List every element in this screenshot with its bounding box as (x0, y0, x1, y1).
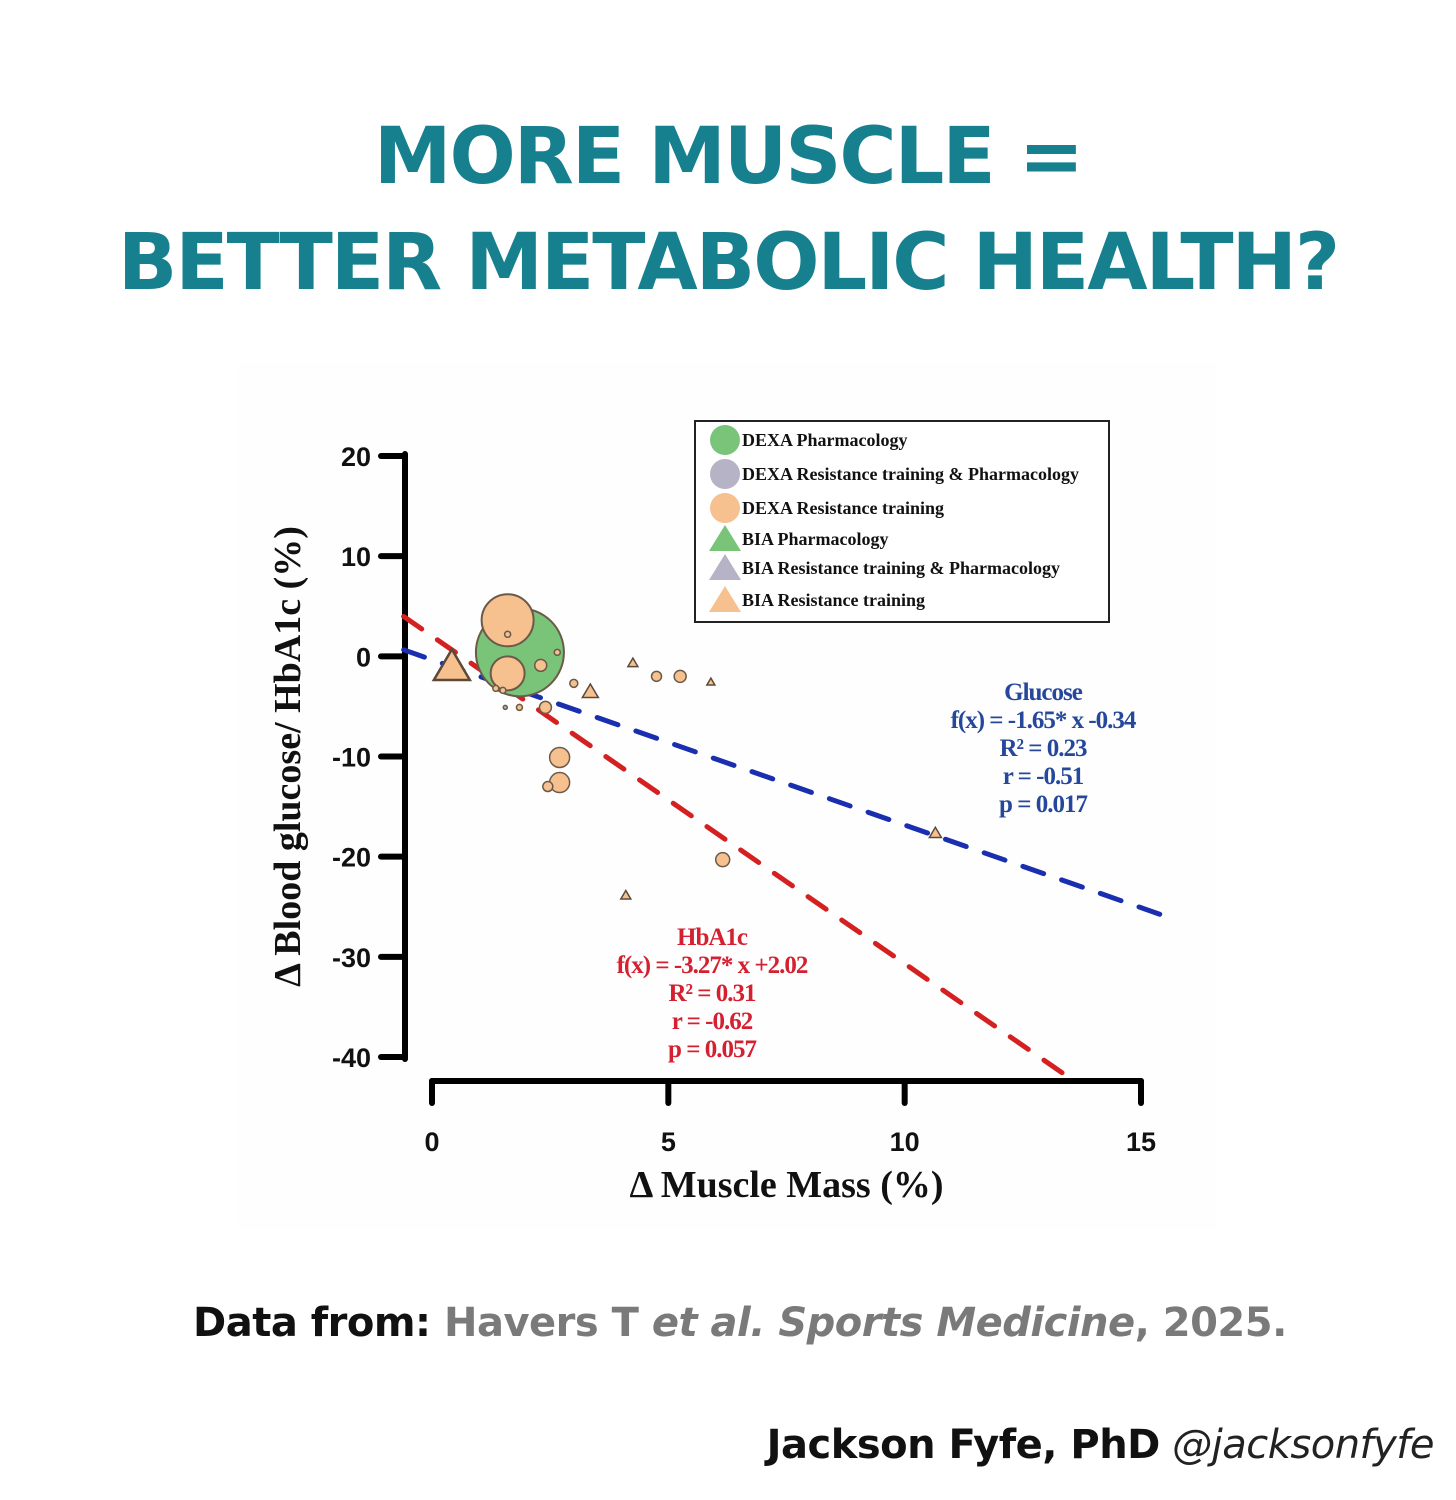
fit-annotation-hba1c-line: f(x) = -3.27* x +2.02 (617, 952, 808, 979)
scatter-chart: 20 10 0 -10 -20 -30 -40 0 5 10 15 Δ Muscle Mass (%)… (267, 420, 1172, 1206)
x-axis-title: Δ Muscle Mass (%) (629, 1164, 943, 1206)
source-authors: Havers T (443, 1300, 639, 1346)
legend-label: BIA Resistance training (742, 590, 925, 610)
chart-panel: 20 10 0 -10 -20 -30 -40 0 5 10 15 Δ Muscle Mass (%)… (238, 362, 1216, 1230)
legend-marker-circle (710, 493, 740, 523)
fit-annotation-hba1c-line: R² = 0.31 (668, 980, 756, 1007)
y-tick-label: -10 (332, 743, 371, 773)
source-year: , 2025. (1134, 1300, 1288, 1346)
legend-marker-triangle (709, 525, 741, 551)
credit-name: Jackson Fyfe, PhD (766, 1422, 1161, 1468)
data-point-triangle (619, 888, 633, 900)
legend-box (694, 420, 1110, 623)
data-point-circle (492, 684, 500, 693)
y-tick-label: 0 (356, 642, 371, 672)
author-credit: Jackson Fyfe, PhD @jacksonfyfe (766, 1422, 1435, 1468)
fit-annotation-glucose-line: f(x) = -1.65* x -0.34 (951, 707, 1137, 734)
y-axis-title: Δ Blood glucose/ HbA1c (%) (267, 526, 309, 987)
x-tick-label: 15 (1126, 1127, 1156, 1157)
fit-annotation-glucose-line: r = -0.51 (1003, 763, 1084, 790)
data-point-circle (673, 669, 687, 684)
data-point-circle (515, 703, 524, 712)
data-point-circle (499, 686, 507, 695)
data-point-circle (548, 746, 571, 769)
legend-label: DEXA Pharmacology (742, 430, 908, 450)
data-point-triangle (705, 676, 717, 686)
data-point-circle (553, 648, 562, 657)
axes: 20 10 0 -10 -20 -30 -40 0 5 10 15 Δ Muscle Mass (%)… (267, 442, 1156, 1206)
data-point-triangle (626, 656, 640, 668)
data-point-circle (503, 630, 512, 639)
title-line-2: BETTER METABOLIC HEALTH? (117, 218, 1340, 308)
legend-marker-triangle (709, 586, 741, 612)
data-point-circle (480, 593, 535, 648)
legend: DEXA Pharmacology DEXA Resistance trainin… (694, 420, 1110, 623)
legend-marker-triangle (709, 554, 741, 580)
data-point-triangle (431, 646, 473, 682)
x-tick-label: 10 (890, 1127, 920, 1157)
fit-annotation-glucose-line: Glucose (1004, 679, 1083, 706)
fit-annotation-hba1c-line: r = -0.62 (672, 1008, 753, 1035)
data-point-circle (489, 655, 526, 692)
legend-label: DEXA Resistance training & Pharmacology (742, 464, 1079, 484)
data-point-circle (542, 780, 554, 793)
y-tick-label: -40 (332, 1043, 371, 1073)
data-points (431, 593, 943, 900)
data-point-circle (533, 658, 548, 673)
fit-annotation-glucose-line: p = 0.017 (999, 791, 1087, 818)
source-prefix: Data from: (193, 1300, 431, 1346)
legend-label: BIA Resistance training & Pharmacology (742, 558, 1060, 578)
credit-handle: @jacksonfyfe (1172, 1422, 1434, 1468)
title-line-1: MORE MUSCLE = (373, 112, 1084, 202)
data-point-circle (650, 670, 663, 683)
legend-label: BIA Pharmacology (742, 529, 889, 549)
legend-marker-circle (710, 459, 740, 489)
data-point-circle (714, 851, 731, 868)
source-citation: Data from: Havers T et al. Sports Medici… (193, 1300, 1287, 1346)
legend-marker-circle (710, 425, 740, 455)
legend-label: DEXA Resistance training (742, 498, 944, 518)
x-tick-label: 0 (424, 1127, 439, 1157)
data-point-triangle (928, 825, 943, 839)
data-point-triangle (581, 682, 600, 699)
fit-annotation-hba1c-line: HbA1c (677, 924, 748, 951)
y-tick-label: 20 (341, 442, 371, 472)
source-etal-journal: et al. Sports Medicine (651, 1300, 1135, 1346)
data-point-circle (502, 704, 509, 711)
data-point-circle (569, 678, 579, 689)
fit-annotation-hba1c-line: p = 0.057 (668, 1036, 756, 1063)
y-tick-label: -30 (332, 943, 371, 973)
data-point-circle (538, 700, 553, 715)
x-tick-label: 5 (661, 1127, 676, 1157)
fit-annotation-glucose-line: R² = 0.23 (999, 735, 1087, 762)
y-tick-label: 10 (341, 542, 371, 572)
y-tick-label: -20 (332, 843, 371, 873)
